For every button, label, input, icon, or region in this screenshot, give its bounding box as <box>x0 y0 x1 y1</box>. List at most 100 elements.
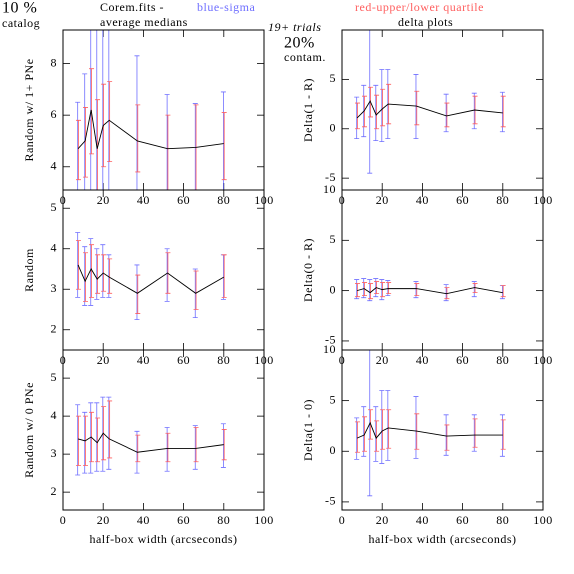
quartile-bar <box>83 252 89 302</box>
sigma-bar <box>471 92 477 130</box>
y-tick-label: 3 <box>51 281 58 295</box>
sigma-bar <box>413 281 419 299</box>
sigma-bar <box>106 254 112 298</box>
y-tick-label: 5 <box>51 200 58 214</box>
sigma-bar <box>471 281 477 298</box>
y-tick-label: -5 <box>325 170 336 184</box>
quartile-bar <box>500 419 506 450</box>
sigma-bar <box>96 30 98 190</box>
sigma-bar <box>100 244 106 298</box>
sigma-bar <box>354 279 360 300</box>
quartile-bar <box>193 427 199 463</box>
quartile-bar <box>472 418 478 448</box>
quartile-bar <box>380 409 386 450</box>
quartile-bar <box>386 409 392 449</box>
y-tick-label: 10 <box>323 182 336 196</box>
sigma-bar <box>367 279 373 302</box>
sigma-bar <box>134 264 140 321</box>
sigma-bar <box>82 411 88 474</box>
x-tick-label: 60 <box>456 193 469 207</box>
quartile-bar <box>414 90 420 126</box>
quartile-bar <box>89 244 95 298</box>
quartile-bar <box>135 104 141 173</box>
quartile-bar <box>500 285 506 298</box>
sigma-bar <box>385 390 391 461</box>
y-tick-label: 2 <box>51 321 58 335</box>
sigma-bar <box>90 30 92 190</box>
sigma-bar <box>164 248 170 302</box>
sigma-bar <box>164 94 170 190</box>
x-tick-label: 80 <box>217 513 230 527</box>
quartile-bar <box>107 258 113 294</box>
sigma-bar <box>94 248 100 300</box>
y-axis-label: Delta(1 - R) <box>301 78 315 142</box>
y-tick-label: 5 <box>330 232 337 246</box>
sigma-bar <box>379 390 385 464</box>
y-tick-label: 4 <box>51 408 58 422</box>
x-tick-label: 80 <box>496 193 509 207</box>
sigma-bar <box>499 91 505 133</box>
y-axis-label: Random <box>22 248 36 292</box>
sigma-bar <box>354 96 360 140</box>
quartile-bar <box>368 283 374 300</box>
median-line <box>77 432 224 453</box>
y-tick-label: 5 <box>51 370 58 384</box>
quartile-bar <box>354 421 360 453</box>
x-tick-label: 20 <box>97 513 110 527</box>
sigma-bar <box>82 246 88 306</box>
quartile-bar <box>107 81 113 163</box>
sigma-bar <box>443 414 449 456</box>
x-tick-label: 20 <box>376 353 389 367</box>
quartile-bar <box>95 417 101 463</box>
y-axis-label: Random w/ 0 PNe <box>22 382 36 478</box>
x-tick-label: 0 <box>60 513 67 527</box>
y-tick-label: 6 <box>51 107 58 121</box>
plot-area <box>75 30 227 190</box>
y-tick-label: -5 <box>325 494 336 508</box>
quartile-bar <box>444 424 450 451</box>
quartile-bar <box>75 119 81 181</box>
sigma-bar <box>471 414 477 452</box>
y-tick-label: 0 <box>330 443 337 457</box>
header-trials: 19+ trials <box>268 20 321 34</box>
quartile-bar <box>83 107 89 178</box>
sigma-bar <box>361 406 367 457</box>
panel-frame <box>62 349 265 511</box>
header-file: Corem.fits - <box>100 0 164 14</box>
x-tick-label: 20 <box>376 513 389 527</box>
quartile-bar <box>500 95 506 128</box>
sigma-bar <box>88 238 94 306</box>
quartile-bar <box>354 102 360 130</box>
sigma-bar <box>192 103 198 190</box>
sigma-bar <box>413 396 419 459</box>
median-line <box>356 100 503 119</box>
quartile-bar <box>221 254 227 298</box>
median-line <box>77 109 224 150</box>
sigma-bar <box>102 30 104 190</box>
y-tick-label: 4 <box>51 240 58 254</box>
x-tick-label: 40 <box>416 353 429 367</box>
x-tick-label: 60 <box>456 513 469 527</box>
y-tick-label: 5 <box>330 71 337 85</box>
x-tick-label: 40 <box>416 193 429 207</box>
x-tick-label: 0 <box>339 513 346 527</box>
y-tick-label: 4 <box>51 159 58 173</box>
header-contam: contam. <box>284 50 326 64</box>
quartile-bar <box>135 434 141 463</box>
x-tick-label: 20 <box>376 193 389 207</box>
header-catalog-pct: 10 % <box>2 0 37 17</box>
y-tick-label: 5 <box>330 392 337 406</box>
quartile-bar <box>362 95 368 128</box>
y-tick-label: 0 <box>330 282 337 296</box>
x-tick-label: 40 <box>137 353 150 367</box>
plot-area <box>354 278 506 302</box>
quartile-bar <box>75 415 81 466</box>
x-tick-label: 100 <box>533 513 553 527</box>
y-tick-label: 3 <box>51 446 58 460</box>
sigma-bar <box>134 55 140 190</box>
sigma-bar <box>106 396 112 470</box>
x-tick-label: 20 <box>97 353 110 367</box>
